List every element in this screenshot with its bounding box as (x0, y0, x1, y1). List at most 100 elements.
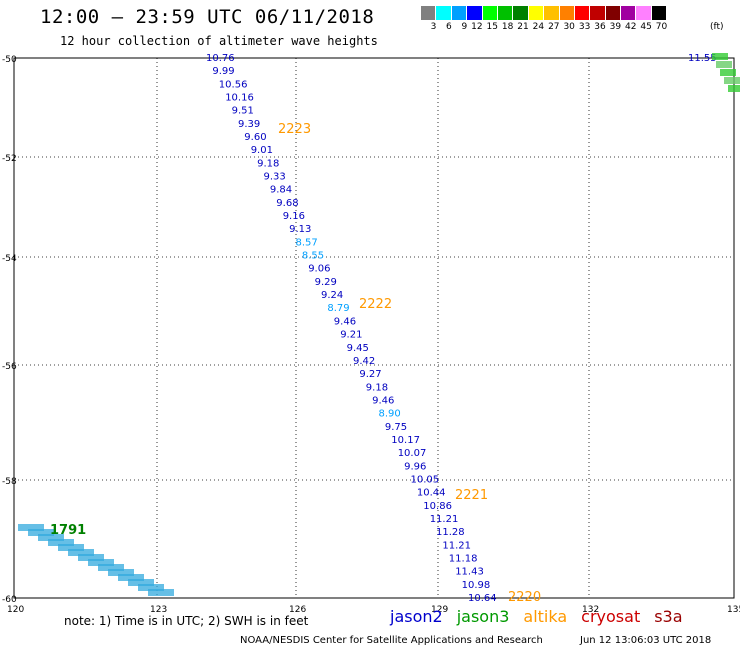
footer-timestamp: Jun 12 13:06:03 UTC 2018 (580, 635, 712, 646)
map-frame (13, 57, 735, 599)
color-legend (421, 6, 668, 20)
legend-label: 21 (517, 22, 529, 32)
lon-tick-label: 132 (582, 605, 599, 615)
footer-credit: NOAA/NESDIS Center for Satellite Applica… (240, 635, 543, 646)
swh-value-label: 10.64 (468, 593, 497, 604)
swh-value-label: 10.76 (206, 53, 235, 64)
overlapping-label-blob (28, 529, 54, 536)
lat-tick-label: -60 (2, 595, 17, 605)
overlapping-label-blob (148, 589, 174, 596)
swh-value-label: 9.75 (385, 422, 407, 433)
swh-value-label: 9.45 (347, 343, 369, 354)
legend-label: 6 (446, 22, 452, 32)
legend-swatch (651, 6, 668, 20)
legend-label: 33 (578, 22, 591, 32)
swh-value-label: 11.21 (430, 514, 459, 525)
swh-value-label: 8.79 (327, 303, 349, 314)
pass-number-label: 2222 (359, 297, 392, 312)
overlapping-label-blob (716, 61, 732, 68)
swh-value-label: 9.60 (244, 132, 266, 143)
swh-value-label: 10.86 (423, 501, 452, 512)
swh-value-label: 10.07 (398, 448, 427, 459)
map-subtitle: 12 hour collection of altimeter wave hei… (60, 34, 378, 48)
legend-label: 15 (486, 22, 498, 32)
map-title: 12:00 – 23:59 UTC 06/11/2018 (40, 6, 375, 28)
legend-swatch (451, 6, 468, 20)
satellite-label-jason3: jason3 (456, 607, 510, 626)
legend-swatch (636, 6, 652, 20)
swh-value-label: 8.90 (379, 409, 401, 420)
swh-value-label: 10.56 (219, 79, 248, 90)
legend-swatch (528, 6, 545, 20)
overlapping-label-blob (724, 77, 740, 84)
swh-value-label: 9.18 (257, 158, 279, 169)
swh-value-label: 9.24 (321, 290, 343, 301)
legend-label: 24 (532, 22, 545, 32)
swh-value-label: 11.43 (455, 567, 484, 578)
overlapping-label-blob (38, 534, 64, 541)
lat-tick-label: -56 (2, 362, 17, 372)
lat-tick-label: -54 (2, 254, 17, 264)
swh-value-label: 9.18 (366, 382, 388, 393)
lon-tick-label: 126 (289, 605, 306, 615)
lon-tick-label: 129 (431, 605, 448, 615)
legend-label: 9 (461, 22, 468, 32)
legend-label: 18 (501, 22, 514, 32)
satellite-label-s3a: s3a (654, 607, 683, 626)
legend-swatch (574, 6, 591, 20)
overlapping-label-blob (18, 524, 44, 531)
legend-swatch (605, 6, 622, 20)
swh-value-label: 9.16 (283, 211, 305, 222)
legend-swatch (544, 6, 560, 20)
swh-value-label: 11.18 (449, 554, 478, 565)
swh-value-label: 9.42 (353, 356, 375, 367)
overlapping-label-blob (128, 579, 154, 586)
legend-label: 45 (640, 22, 652, 32)
overlapping-label-blob (88, 559, 114, 566)
swh-value-label: 9.96 (404, 461, 426, 472)
swh-value-label: 11.28 (436, 527, 465, 538)
legend-swatch (482, 6, 498, 20)
swh-value-label: 9.01 (251, 145, 273, 156)
overlapping-label-blob (728, 85, 740, 92)
legend-swatch (621, 6, 637, 20)
legend-unit: (ft) (710, 22, 724, 32)
pass-number-label: 2221 (455, 488, 488, 503)
overlapping-label-blob (720, 69, 736, 76)
overlapping-label-blob (68, 549, 94, 556)
legend-label: 27 (548, 22, 560, 32)
cluster-label: 1791 (50, 523, 86, 538)
swh-value-label: 11.21 (442, 540, 471, 551)
legend-swatch (513, 6, 529, 20)
swh-value-label: 9.68 (276, 198, 298, 209)
overlapping-label-blob (78, 554, 104, 561)
lon-tick-label: 123 (150, 605, 167, 615)
swh-value-label: 9.13 (289, 224, 311, 235)
footer-note: note: 1) Time is in UTC; 2) SWH is in fe… (64, 614, 309, 628)
swh-value-label: 10.44 (417, 488, 446, 499)
lon-tick-label: 120 (7, 605, 24, 615)
legend-label: 39 (609, 22, 622, 32)
overlapping-label-blob (138, 584, 164, 591)
swh-value-label: 9.06 (308, 264, 330, 275)
legend-swatch (590, 6, 606, 20)
swh-value-label: 9.39 (238, 119, 260, 130)
legend-swatch (559, 6, 575, 20)
swh-value-label: 9.29 (315, 277, 337, 288)
pass-number-label: 2220 (508, 590, 541, 605)
swh-value-label: 10.05 (411, 475, 440, 486)
swh-value-label: 8.55 (302, 251, 324, 262)
legend-swatch (467, 6, 483, 20)
legend-label: 3 (430, 22, 437, 32)
swh-value-label: 9.46 (334, 316, 356, 327)
legend-label: 30 (563, 22, 575, 32)
overlapping-label-blob (118, 574, 144, 581)
legend-swatch (497, 6, 514, 20)
overlapping-label-blob (98, 564, 124, 571)
satellite-legend: jason2 jason3 altika cryosat s3a (390, 607, 697, 626)
satellite-label-jason2: jason2 (390, 607, 443, 626)
legend-swatch (421, 6, 437, 20)
lat-tick-label: -50 (2, 55, 17, 65)
